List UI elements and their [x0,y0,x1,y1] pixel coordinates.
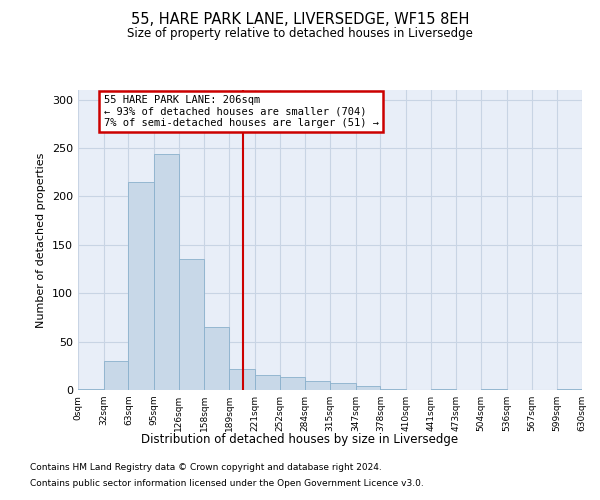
Bar [356,386,380,390]
Bar [481,389,507,390]
Bar [255,374,280,390]
Bar [330,383,356,390]
Bar [154,154,179,390]
Text: 55 HARE PARK LANE: 206sqm
← 93% of detached houses are smaller (704)
7% of semi-: 55 HARE PARK LANE: 206sqm ← 93% of detac… [104,95,379,128]
Text: Size of property relative to detached houses in Liversedge: Size of property relative to detached ho… [127,28,473,40]
Bar [128,182,154,390]
Bar [205,327,229,390]
Bar [104,361,128,390]
Bar [557,389,582,390]
Bar [229,368,255,390]
Bar [305,382,330,390]
Text: Contains public sector information licensed under the Open Government Licence v3: Contains public sector information licen… [30,478,424,488]
Bar [380,389,406,390]
Bar [78,389,104,390]
Text: 55, HARE PARK LANE, LIVERSEDGE, WF15 8EH: 55, HARE PARK LANE, LIVERSEDGE, WF15 8EH [131,12,469,28]
Bar [431,389,457,390]
Y-axis label: Number of detached properties: Number of detached properties [37,152,46,328]
Text: Distribution of detached houses by size in Liversedge: Distribution of detached houses by size … [142,432,458,446]
Bar [280,378,305,390]
Text: Contains HM Land Registry data © Crown copyright and database right 2024.: Contains HM Land Registry data © Crown c… [30,464,382,472]
Bar [179,260,205,390]
